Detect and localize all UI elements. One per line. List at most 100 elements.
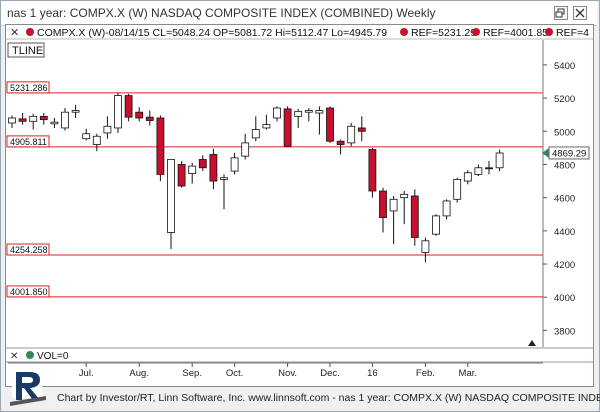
title-bar: nas 1 year: COMPX.X (W) NASDAQ COMPOSITE… (1, 1, 597, 26)
ref-label-1: REF=5231.29 (411, 27, 476, 39)
footer-credit: Chart by Investor/RT, Linn Software, Inc… (57, 392, 600, 404)
candle-up (167, 159, 175, 233)
x-tick-label: Sep. (182, 368, 202, 379)
candle-down (283, 108, 292, 147)
candle-up (421, 240, 430, 253)
ref-line-label-box (6, 285, 50, 298)
y-tick-label: 4800 (554, 160, 575, 171)
candle-up (114, 95, 122, 129)
x-tick-label: Nov. (278, 368, 297, 379)
x-axis: Jul. Aug. Sep. Oct. Nov. Dec. 16 Feb. Mar. (8, 362, 543, 379)
info-bar (6, 25, 593, 39)
candle-up (8, 117, 16, 124)
candle-down (485, 167, 493, 170)
restore-icon (555, 8, 565, 18)
candle-up (188, 165, 197, 174)
symbol-info: COMPX.X (W)-08/14/15 CL=5048.24 OP=5081.… (37, 27, 387, 39)
candle-up (294, 110, 303, 117)
candle-up (251, 129, 260, 139)
volume-label: VOL=0 (37, 351, 69, 362)
close-button[interactable] (573, 6, 587, 20)
ref-line-label: 4254.258 (10, 245, 48, 255)
candle-up (220, 177, 228, 180)
y-tick-label: 5000 (554, 127, 575, 138)
candle-up (453, 178, 462, 200)
candle-down (368, 149, 377, 192)
current-price-label: 4869.29 (552, 148, 586, 159)
tline-label: TLINE (12, 45, 43, 57)
candle-down (326, 107, 334, 142)
candle-up (474, 167, 483, 175)
candle-up (230, 157, 239, 172)
ref-line-label-box (6, 81, 50, 94)
ref-label-2: REF=4001.85 (483, 27, 548, 39)
x-tick-label: Oct. (226, 368, 243, 379)
y-tick-label: 4200 (554, 260, 575, 271)
candle-up (71, 110, 80, 113)
y-tick-label: 4000 (554, 293, 575, 304)
candle-up (273, 107, 281, 119)
candle-up (103, 125, 112, 134)
x-tick-label: Dec. (320, 368, 340, 379)
ref-line-label-box (6, 135, 50, 148)
candle-up (241, 142, 250, 157)
restore-button[interactable] (554, 6, 568, 20)
candle-down (39, 115, 48, 121)
window-title: nas 1 year: COMPX.X (W) NASDAQ COMPOSITE… (7, 6, 436, 20)
x-tick-label: 16 (367, 368, 378, 379)
candle-up (463, 172, 472, 182)
reference-lines: 5231.286 4905.811 4254.258 4001.850 (6, 81, 543, 298)
candle-down (177, 164, 186, 187)
ref-line-label-box (6, 243, 50, 256)
ref-dot-2 (472, 28, 480, 36)
scroll-up-triangle-icon[interactable] (528, 340, 536, 346)
current-price-arrow-icon (542, 147, 549, 158)
ref-label-3: REF=4 (556, 27, 589, 39)
candle-up (92, 135, 101, 145)
chart-panel[interactable]: 5231.286 4905.811 4254.258 4001.850 3800 400… (5, 24, 594, 387)
series-color-dot (26, 28, 34, 36)
y-tick-label: 5400 (554, 61, 575, 72)
candle-down (336, 140, 345, 145)
volume-color-dot (26, 351, 34, 359)
candle-up (347, 125, 356, 144)
candle-up (432, 215, 440, 235)
investor-rt-logo (10, 368, 46, 406)
candlestick-chart[interactable]: 5231.286 4905.811 4254.258 4001.850 3800 400… (6, 25, 593, 386)
info-close-icon[interactable]: ✕ (10, 27, 19, 39)
ref-dot-3 (545, 28, 553, 36)
tline-box[interactable] (7, 42, 45, 58)
x-tick-label: Mar. (459, 368, 477, 379)
ref-line-label: 4001.850 (10, 287, 48, 297)
ref-line-label: 5231.286 (10, 83, 48, 93)
candle-down (145, 116, 154, 121)
y-axis: 3800 4000 4200 4400 4600 4800 5000 5200 5400 4869… (542, 40, 590, 347)
candle-up (304, 110, 313, 113)
candle-down (410, 195, 419, 238)
candle-up (61, 111, 69, 129)
y-tick-label: 4400 (554, 227, 575, 238)
candle-down (209, 154, 218, 182)
candle-up (262, 124, 271, 129)
candle-down (124, 95, 133, 118)
candle-down (198, 159, 207, 169)
candle-down (135, 111, 144, 119)
candle-up (29, 115, 38, 122)
candle-up (82, 133, 91, 140)
candle-up (389, 198, 398, 212)
candle-up (315, 110, 324, 114)
y-tick-label: 3800 (554, 326, 575, 337)
candle-up (400, 193, 409, 199)
candle-down (18, 118, 27, 122)
volume-close-icon[interactable]: ✕ (10, 351, 18, 362)
current-price-box (548, 146, 590, 160)
candle-down (379, 190, 387, 218)
candle-up (442, 200, 451, 217)
candle-up (50, 121, 59, 125)
candle-down (357, 127, 366, 132)
candle-up (495, 152, 504, 169)
x-tick-label: Aug. (129, 368, 149, 379)
ref-dot-1 (400, 28, 408, 36)
close-icon (575, 8, 585, 18)
candles (8, 93, 504, 263)
